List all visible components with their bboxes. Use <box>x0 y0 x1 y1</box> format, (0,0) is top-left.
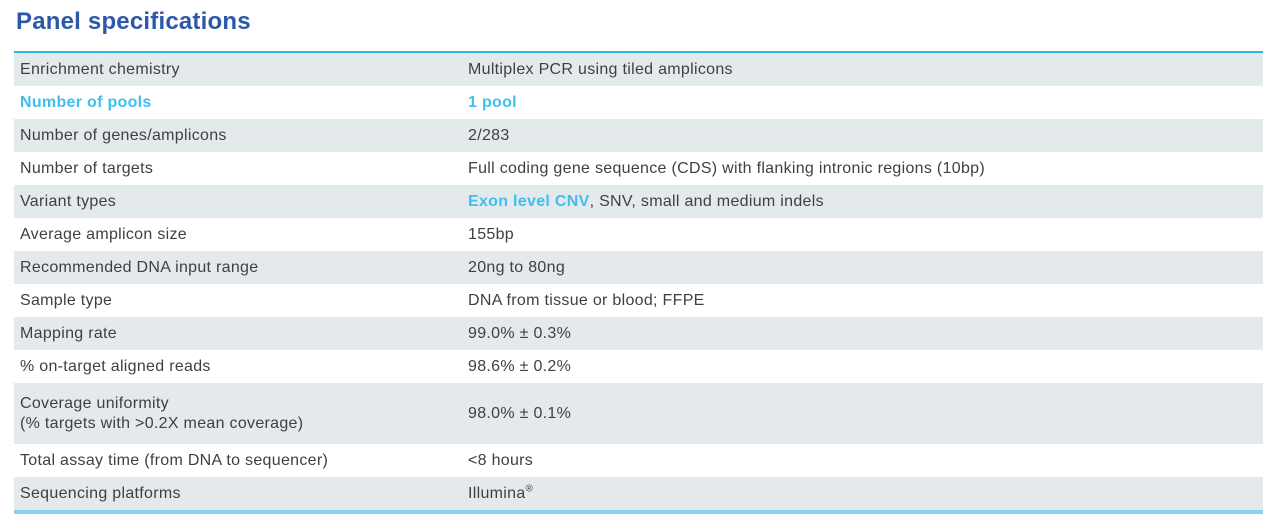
row-value: Illumina® <box>468 480 1263 508</box>
row-value-highlight: Exon level CNV <box>468 192 590 210</box>
table-row: Coverage uniformity (% targets with >0.2… <box>14 383 1263 444</box>
page-title: Panel specifications <box>16 8 251 35</box>
table-row: Number of targets Full coding gene seque… <box>14 152 1263 185</box>
registered-trademark-symbol: ® <box>525 483 534 495</box>
row-label: Recommended DNA input range <box>20 258 259 276</box>
row-label-line2: (% targets with >0.2X mean coverage) <box>20 414 304 432</box>
row-label: Number of targets <box>20 159 154 177</box>
row-value: 20ng to 80ng <box>468 258 566 276</box>
row-value: DNA from tissue or blood; FFPE <box>468 291 705 309</box>
table-row: Mapping rate 99.0% ± 0.3% <box>14 317 1263 350</box>
table-row: Average amplicon size 155bp <box>14 218 1263 251</box>
row-value: 98.6% ± 0.2% <box>468 357 572 375</box>
panel-specifications-table: Enrichment chemistry Multiplex PCR using… <box>14 51 1263 514</box>
table-row: Number of pools 1 pool <box>14 86 1263 119</box>
row-label: Total assay time (from DNA to sequencer) <box>20 451 329 469</box>
row-value: <8 hours <box>468 451 534 469</box>
row-value-text: Illumina <box>468 484 526 502</box>
row-value: Exon level CNV, SNV, small and medium in… <box>468 188 1263 216</box>
row-label: Enrichment chemistry <box>20 60 180 78</box>
row-label: Average amplicon size <box>20 225 187 243</box>
row-value: Full coding gene sequence (CDS) with fla… <box>468 159 985 177</box>
row-value: Multiplex PCR using tiled amplicons <box>468 60 733 78</box>
table-row: Total assay time (from DNA to sequencer)… <box>14 444 1263 477</box>
row-label: Number of genes/amplicons <box>20 126 227 144</box>
row-label: Sample type <box>20 291 113 309</box>
row-label: % on-target aligned reads <box>20 357 211 375</box>
row-label-line1: Coverage uniformity <box>20 394 169 412</box>
table-row: Sequencing platforms Illumina® <box>14 477 1263 510</box>
row-value: 1 pool <box>468 93 517 111</box>
row-label: Sequencing platforms <box>20 484 181 502</box>
table-row: Enrichment chemistry Multiplex PCR using… <box>14 53 1263 86</box>
row-value: 155bp <box>468 225 514 243</box>
row-label: Variant types <box>20 192 117 210</box>
table-row: Sample type DNA from tissue or blood; FF… <box>14 284 1263 317</box>
table-row: Recommended DNA input range 20ng to 80ng <box>14 251 1263 284</box>
row-label: Number of pools <box>20 93 152 111</box>
row-label: Coverage uniformity (% targets with >0.2… <box>14 390 468 438</box>
table-row: Number of genes/amplicons 2/283 <box>14 119 1263 152</box>
row-value: 99.0% ± 0.3% <box>468 324 572 342</box>
row-value: 2/283 <box>468 126 510 144</box>
row-value: 98.0% ± 0.1% <box>468 404 572 422</box>
table-row: % on-target aligned reads 98.6% ± 0.2% <box>14 350 1263 383</box>
row-label: Mapping rate <box>20 324 117 342</box>
table-row: Variant types Exon level CNV, SNV, small… <box>14 185 1263 218</box>
row-value-rest: , SNV, small and medium indels <box>589 192 824 210</box>
